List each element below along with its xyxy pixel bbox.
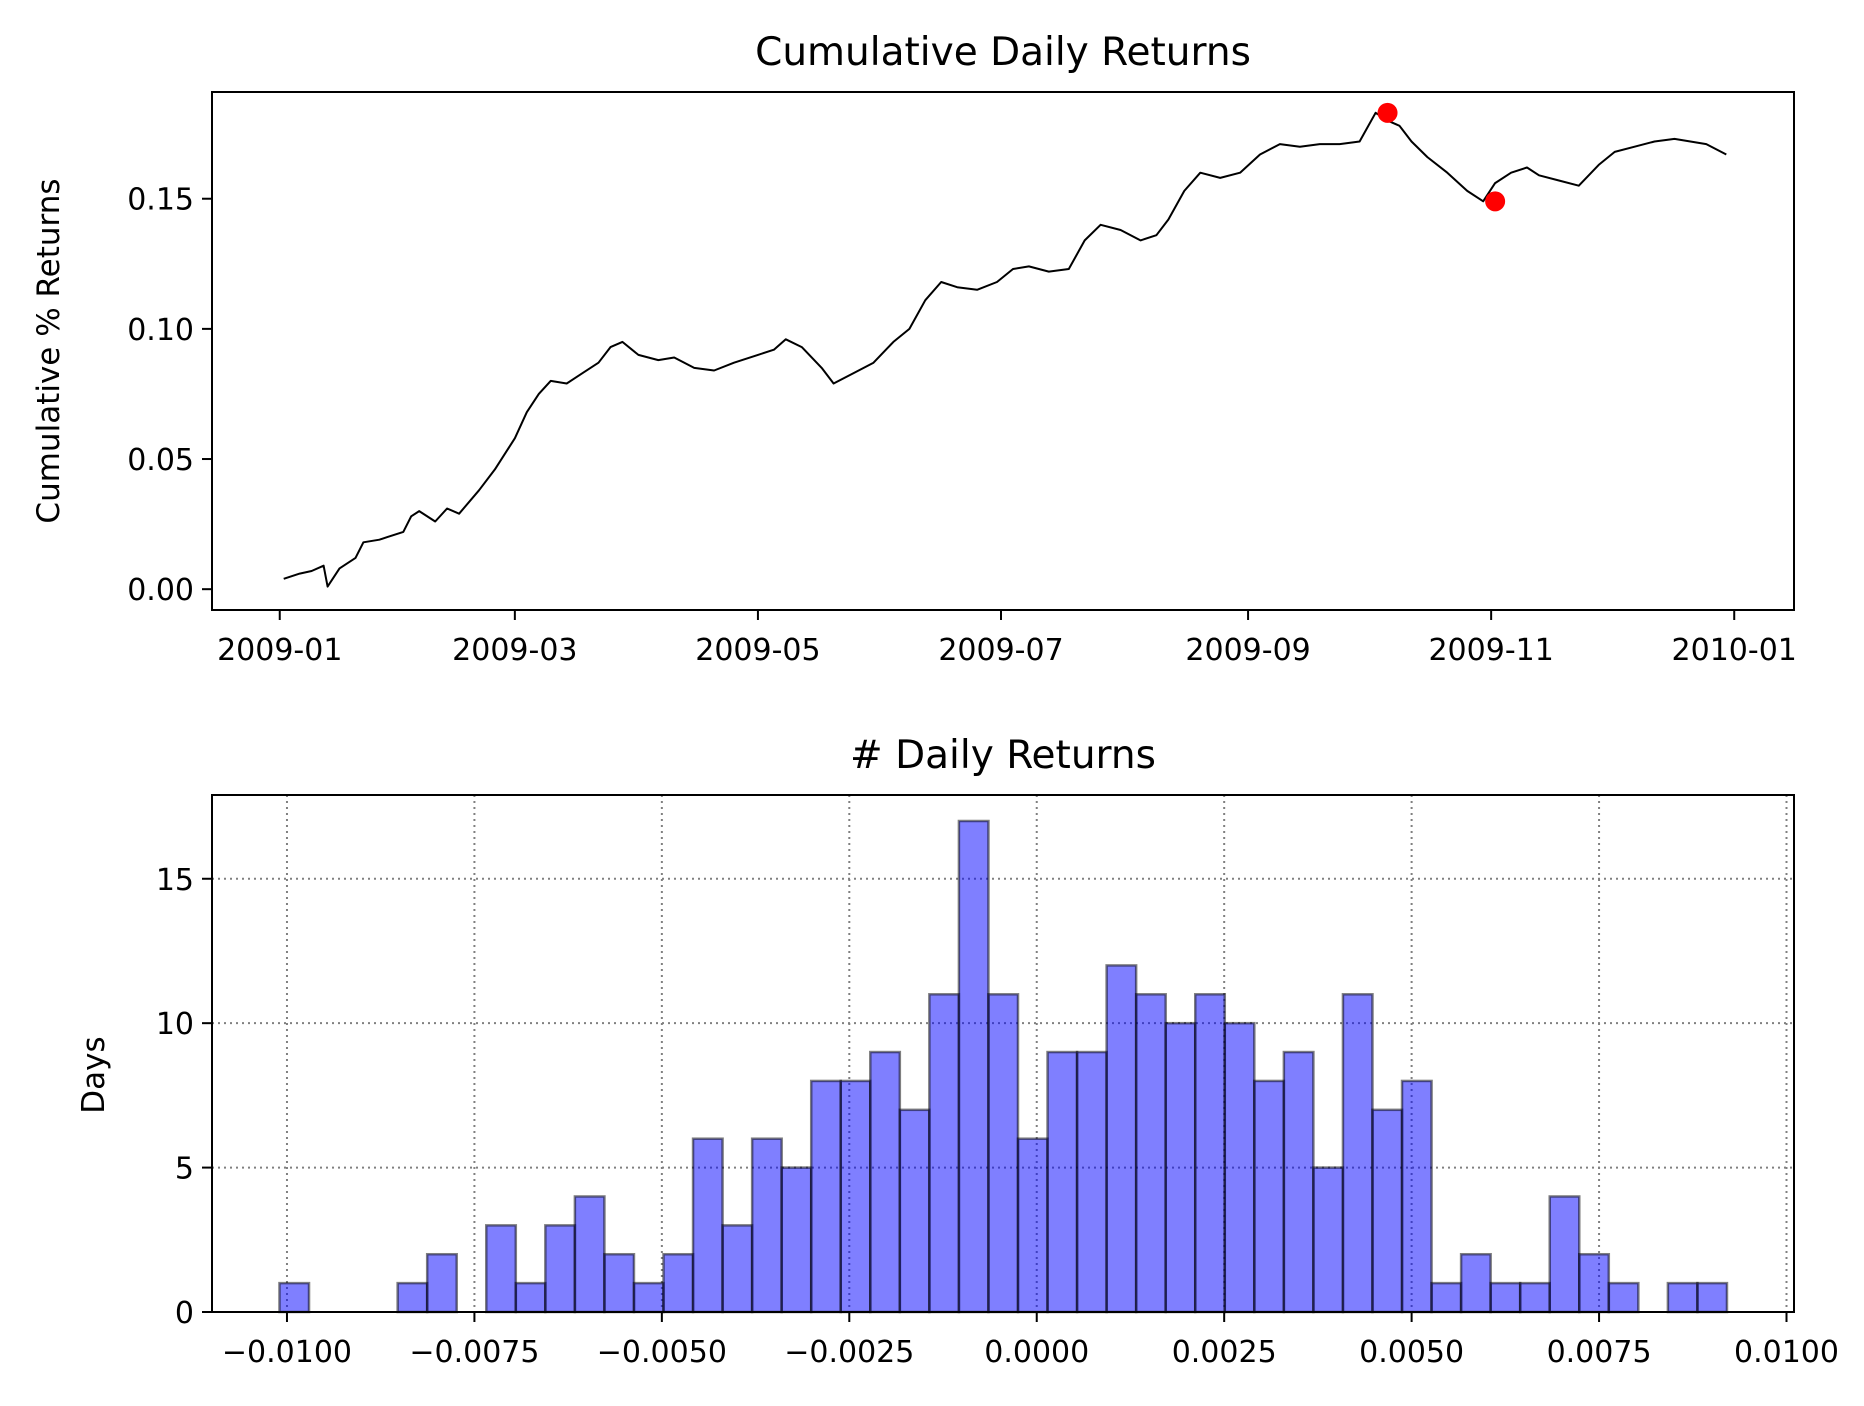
x-tick-label: 0.0100 xyxy=(1734,1335,1839,1370)
histogram-bar xyxy=(1696,1281,1729,1314)
histogram-bar xyxy=(1400,1079,1433,1314)
y-tick-label: 0 xyxy=(175,1296,194,1331)
y-tick-label: 0.10 xyxy=(127,313,194,348)
y-tick-label: 0.00 xyxy=(127,573,194,608)
histogram-bar xyxy=(928,993,961,1314)
histogram-bar xyxy=(425,1252,458,1314)
histogram-bar xyxy=(721,1224,754,1314)
histogram-bar xyxy=(632,1281,665,1314)
x-tick-label: −0.0025 xyxy=(784,1335,914,1370)
x-tick-label: 2010-01 xyxy=(1672,633,1797,668)
histogram-bar xyxy=(780,1166,813,1314)
x-tick-label: −0.0075 xyxy=(409,1335,539,1370)
histogram-bar xyxy=(1016,1137,1049,1314)
histogram-bar xyxy=(278,1281,311,1314)
histogram-bar xyxy=(485,1224,518,1314)
x-tick-label: 0.0000 xyxy=(984,1335,1089,1370)
cumulative-returns-line xyxy=(283,111,1727,588)
histogram-bar xyxy=(1341,993,1374,1314)
histogram-bar xyxy=(1548,1195,1581,1314)
x-tick-label: 2009-03 xyxy=(452,633,577,668)
histogram-bar xyxy=(1193,993,1227,1314)
histogram-bar xyxy=(1134,993,1167,1314)
line-chart-x-ticks: 2009-01 2009-03 2009-05 2009-07 2009-09 2009-… xyxy=(217,610,1797,668)
histogram-bar xyxy=(1164,1021,1197,1314)
x-tick-label: 0.0050 xyxy=(1359,1335,1464,1370)
histogram-chart: # Daily Returns Days −0.0100 −0.0075 −0.00… xyxy=(76,733,1839,1370)
x-tick-label: 0.0075 xyxy=(1547,1335,1652,1370)
line-chart: Cumulative Daily Returns Cumulative % Re… xyxy=(31,30,1797,668)
histogram-bar xyxy=(1312,1166,1345,1314)
histogram-bar xyxy=(1282,1050,1315,1314)
x-tick-label: 2009-11 xyxy=(1428,633,1553,668)
x-tick-label: 0.0025 xyxy=(1172,1335,1277,1370)
histogram-bar xyxy=(987,993,1020,1314)
line-chart-y-ticks: 0.00 0.05 0.10 0.15 xyxy=(127,183,212,608)
histogram-bar xyxy=(573,1195,606,1314)
x-tick-label: 2009-09 xyxy=(1185,633,1310,668)
histogram-bar xyxy=(869,1050,902,1314)
histogram-bar xyxy=(603,1252,636,1314)
y-tick-label: 10 xyxy=(156,1007,194,1042)
histogram-bar xyxy=(750,1137,783,1314)
histogram-bar xyxy=(514,1281,547,1314)
histogram-bar xyxy=(1253,1079,1286,1314)
y-tick-label: 15 xyxy=(156,863,194,898)
histogram-bar xyxy=(839,1079,872,1314)
histogram-bars xyxy=(278,819,1729,1314)
histogram-bar xyxy=(1489,1281,1522,1314)
extreme-point-marker xyxy=(1377,102,1398,123)
histogram-x-ticks: −0.0100 −0.0075 −0.0050 −0.0025 0.0000 0.0025… xyxy=(222,1312,1839,1370)
histogram-title: # Daily Returns xyxy=(850,733,1156,778)
histogram-bar xyxy=(1105,964,1138,1314)
histogram-bar xyxy=(1430,1281,1463,1314)
histogram-bar xyxy=(396,1281,429,1314)
y-tick-label: 0.05 xyxy=(127,443,194,478)
histogram-bar xyxy=(1518,1281,1551,1314)
histogram-bar xyxy=(1459,1252,1492,1314)
x-tick-label: −0.0050 xyxy=(597,1335,727,1370)
histogram-bar xyxy=(1666,1281,1699,1314)
line-chart-frame xyxy=(211,91,1795,611)
histogram-bar xyxy=(1075,1050,1108,1314)
histogram-y-axis-label: Days xyxy=(76,1036,112,1113)
histogram-bar xyxy=(1046,1050,1079,1314)
histogram-bar xyxy=(1223,1021,1256,1314)
histogram-frame xyxy=(211,794,1795,1313)
histogram-bar xyxy=(1607,1281,1640,1314)
y-tick-label: 0.15 xyxy=(127,183,194,218)
histogram-bar xyxy=(544,1224,577,1314)
histogram-bar xyxy=(809,1079,843,1314)
x-tick-label: 2009-01 xyxy=(217,633,342,668)
line-chart-plot-area xyxy=(283,102,1727,588)
line-chart-y-axis-label: Cumulative % Returns xyxy=(31,178,67,523)
x-tick-label: −0.0100 xyxy=(222,1335,352,1370)
line-chart-title: Cumulative Daily Returns xyxy=(755,30,1251,75)
histogram-y-ticks: 0 5 10 15 xyxy=(156,863,212,1331)
histogram-bar xyxy=(957,819,990,1314)
histogram-bar xyxy=(1371,1108,1404,1314)
histogram-bar xyxy=(691,1137,724,1314)
histogram-bar xyxy=(662,1252,695,1314)
histogram-bar xyxy=(1578,1252,1611,1314)
histogram-bar xyxy=(898,1108,931,1314)
x-tick-label: 2009-05 xyxy=(695,633,820,668)
y-tick-label: 5 xyxy=(175,1152,194,1187)
x-tick-label: 2009-07 xyxy=(938,633,1063,668)
extreme-point-marker xyxy=(1485,191,1506,212)
